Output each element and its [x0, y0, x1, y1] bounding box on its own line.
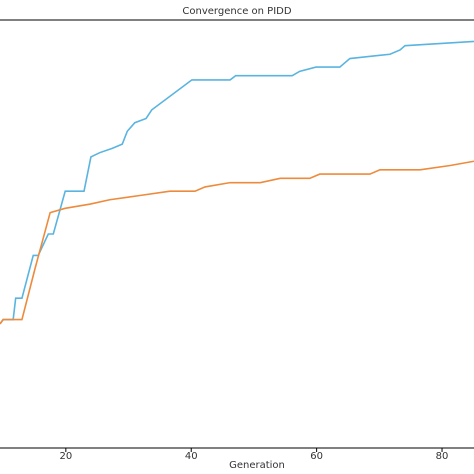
- x-axis-label: Generation: [229, 460, 285, 471]
- series-line: [0, 160, 474, 325]
- x-tick-label: 20: [59, 451, 72, 462]
- x-tick-label: 60: [310, 451, 323, 462]
- x-tick-label: 80: [436, 451, 449, 462]
- chart-title: Convergence on PIDD: [182, 6, 291, 17]
- series-line: [0, 40, 474, 325]
- x-tick-label: 40: [185, 451, 198, 462]
